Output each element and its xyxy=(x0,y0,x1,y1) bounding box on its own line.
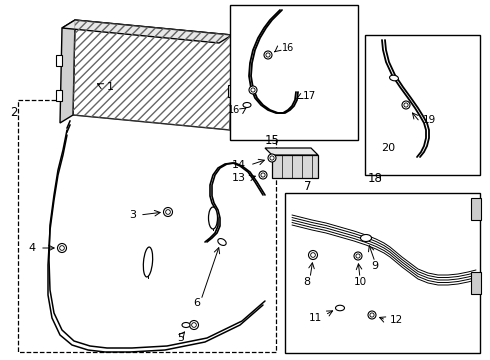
Circle shape xyxy=(166,210,171,214)
Text: 14: 14 xyxy=(232,160,246,170)
Bar xyxy=(18,100,276,352)
Ellipse shape xyxy=(218,239,226,246)
Circle shape xyxy=(264,51,272,59)
Circle shape xyxy=(266,53,270,57)
Ellipse shape xyxy=(361,234,371,242)
Circle shape xyxy=(311,253,316,257)
Polygon shape xyxy=(265,148,318,155)
Circle shape xyxy=(402,101,410,109)
Bar xyxy=(230,5,358,140)
Ellipse shape xyxy=(336,305,344,311)
Circle shape xyxy=(57,243,67,252)
Text: 13: 13 xyxy=(232,173,246,183)
Text: 17: 17 xyxy=(303,91,316,101)
Circle shape xyxy=(309,251,318,260)
Circle shape xyxy=(249,86,257,94)
Text: 4: 4 xyxy=(29,243,36,253)
Polygon shape xyxy=(272,155,318,178)
Circle shape xyxy=(354,252,362,260)
Text: 5: 5 xyxy=(177,333,185,343)
Text: 15: 15 xyxy=(265,134,279,147)
Text: 7: 7 xyxy=(304,180,312,193)
Bar xyxy=(471,272,481,294)
Text: 19: 19 xyxy=(423,115,436,125)
Circle shape xyxy=(192,323,196,327)
Text: 11: 11 xyxy=(309,313,322,323)
Text: 8: 8 xyxy=(303,277,311,287)
Bar xyxy=(56,90,62,101)
Bar xyxy=(228,85,235,97)
Bar xyxy=(471,198,481,220)
Circle shape xyxy=(60,246,64,250)
Circle shape xyxy=(259,171,267,179)
Ellipse shape xyxy=(243,103,251,108)
Text: 6: 6 xyxy=(193,298,200,308)
Circle shape xyxy=(190,320,198,329)
Text: 20: 20 xyxy=(381,143,395,153)
Polygon shape xyxy=(60,20,75,123)
Text: 10: 10 xyxy=(353,277,367,287)
Circle shape xyxy=(368,311,376,319)
Text: 9: 9 xyxy=(371,261,379,271)
Circle shape xyxy=(251,88,255,92)
Circle shape xyxy=(268,154,276,162)
Ellipse shape xyxy=(390,75,398,81)
Text: 16: 16 xyxy=(228,105,240,115)
Text: 2: 2 xyxy=(10,105,18,118)
Circle shape xyxy=(356,254,360,258)
Text: 12: 12 xyxy=(390,315,403,325)
Circle shape xyxy=(404,103,408,107)
Text: 1: 1 xyxy=(107,82,114,92)
Ellipse shape xyxy=(182,323,190,328)
Text: 3: 3 xyxy=(129,210,136,220)
Circle shape xyxy=(164,207,172,216)
Circle shape xyxy=(261,173,265,177)
Polygon shape xyxy=(73,20,232,130)
Circle shape xyxy=(270,156,274,160)
Text: 16: 16 xyxy=(282,43,294,53)
Bar xyxy=(365,35,480,175)
Bar xyxy=(56,55,62,66)
Text: 18: 18 xyxy=(368,171,383,184)
Bar xyxy=(285,193,480,353)
Ellipse shape xyxy=(209,207,218,229)
Ellipse shape xyxy=(144,247,153,277)
Polygon shape xyxy=(62,20,232,43)
Circle shape xyxy=(370,313,374,317)
